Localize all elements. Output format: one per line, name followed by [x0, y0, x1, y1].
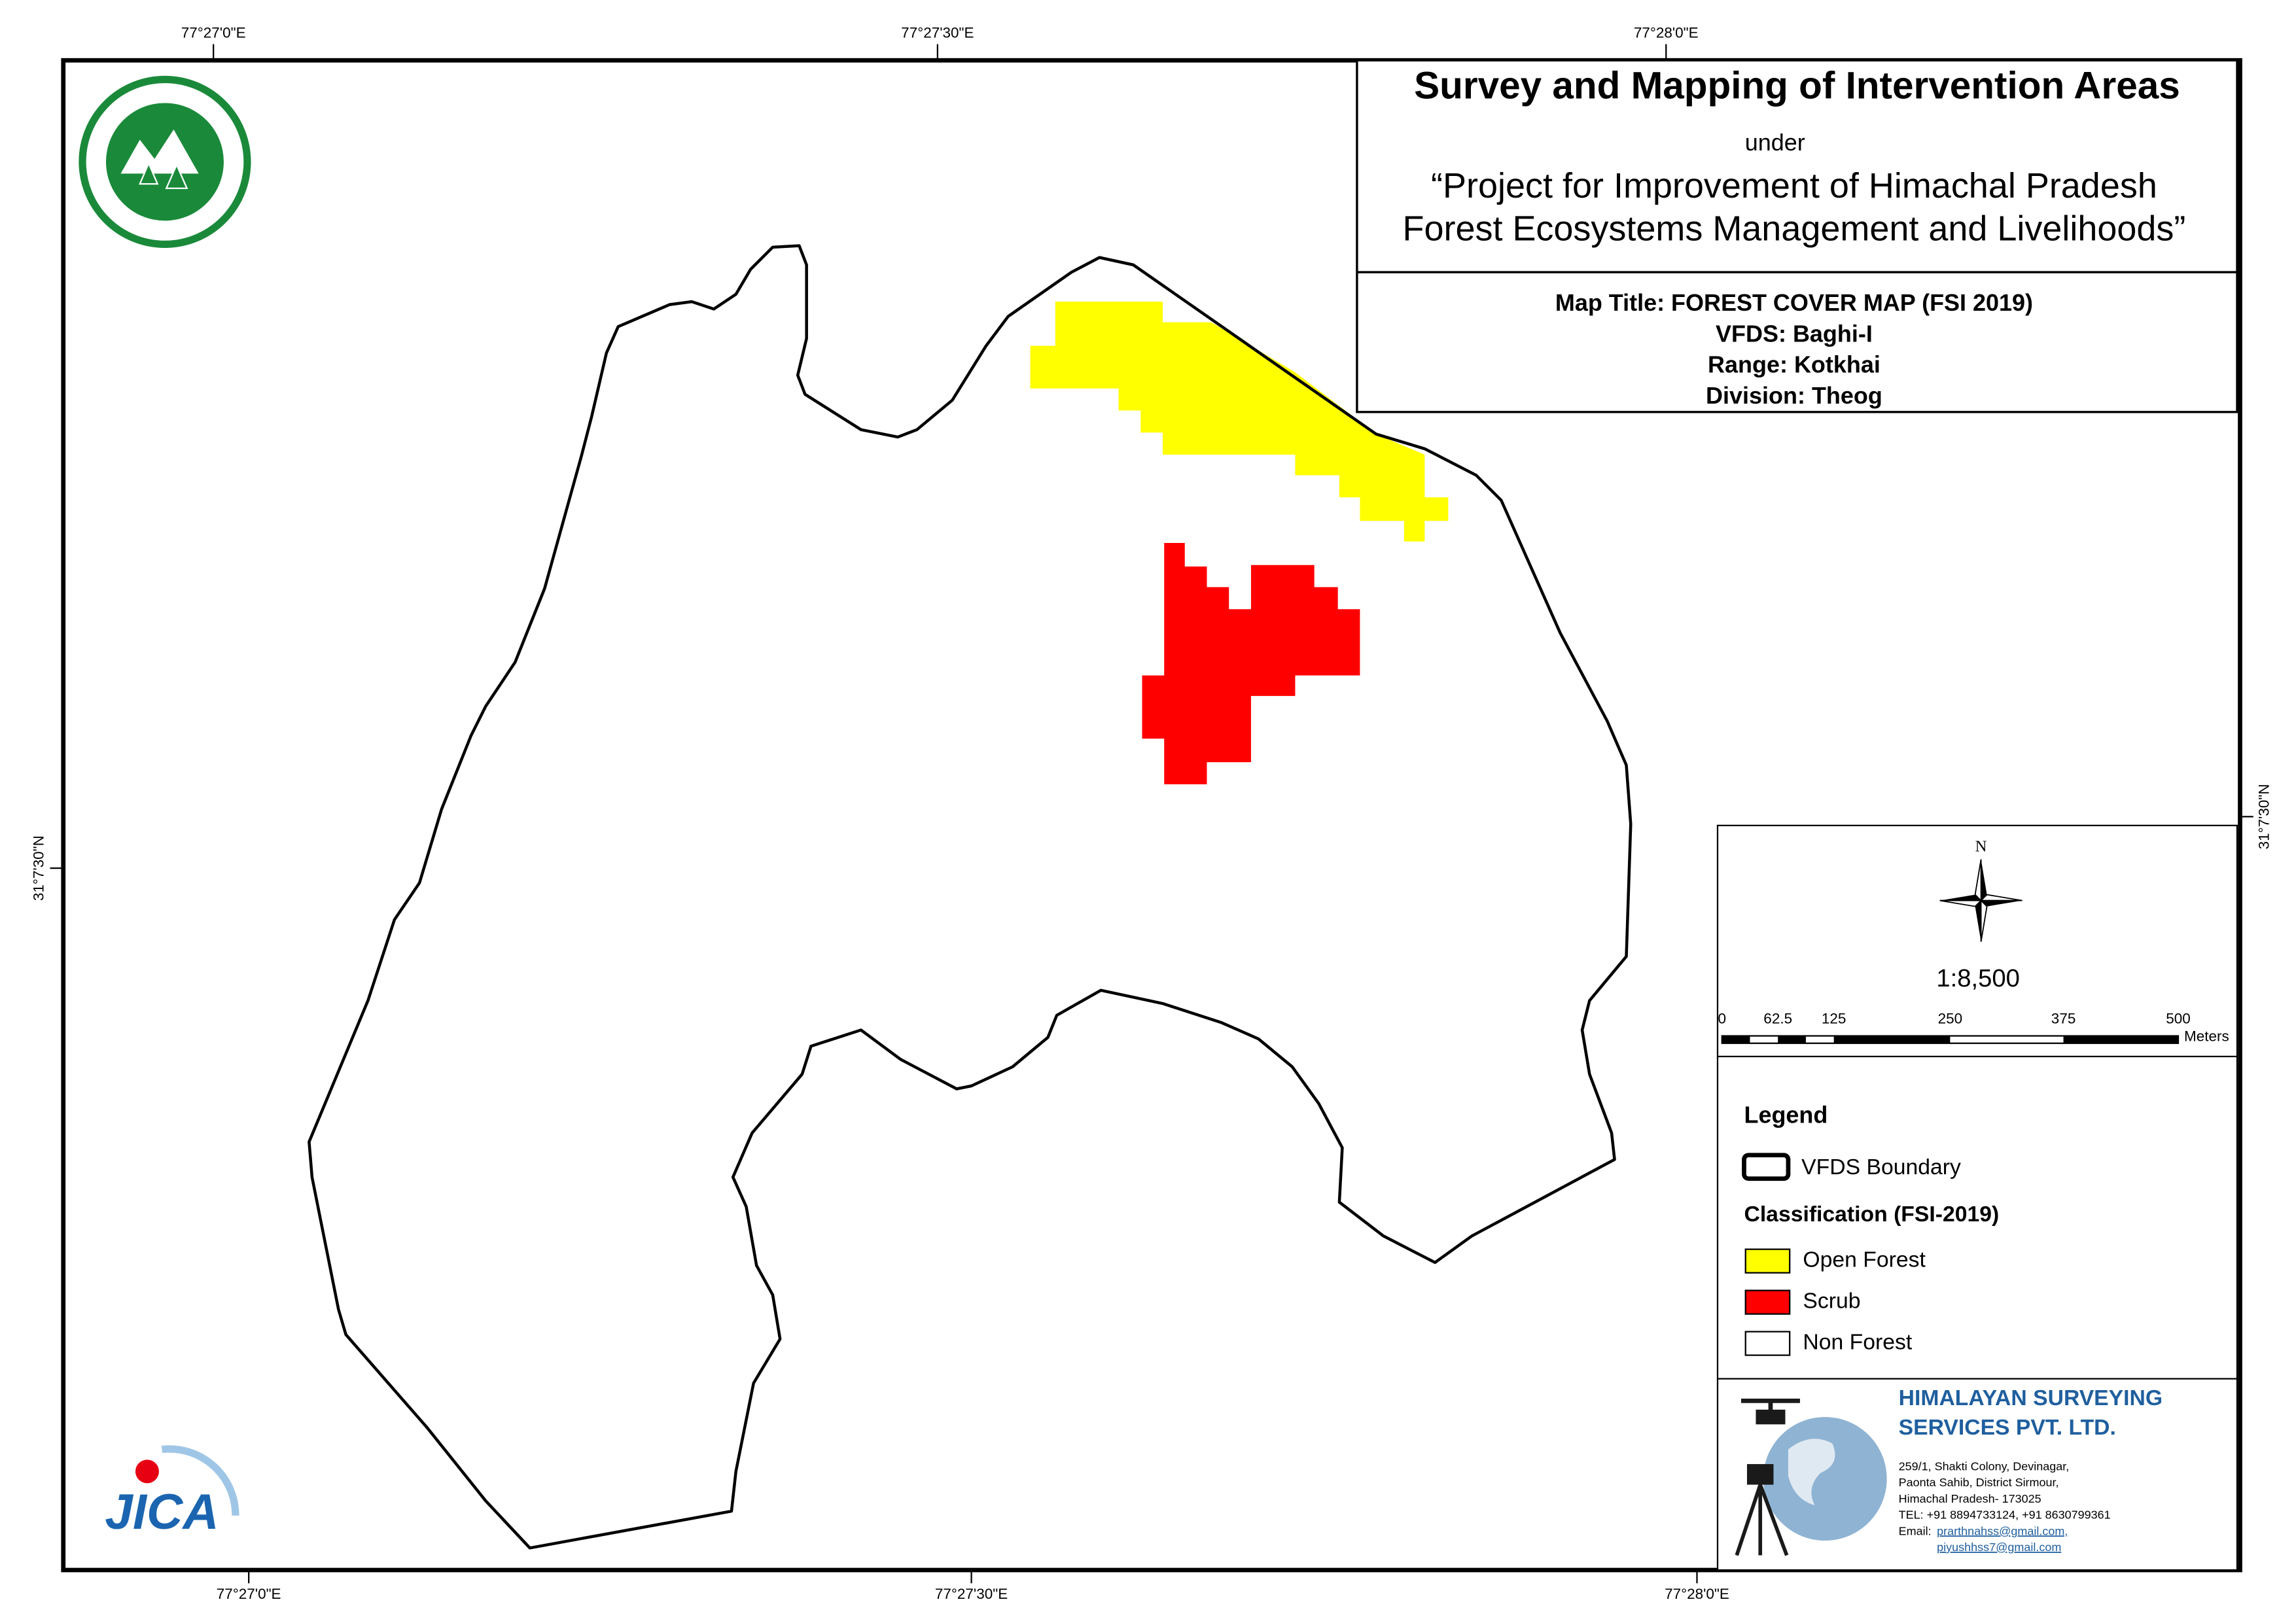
- graticule-label: 77°27'30"E: [935, 1586, 1008, 1602]
- map-info: VFDS: Baghi-I: [1716, 320, 1873, 347]
- north-label: N: [1975, 837, 1987, 855]
- jica-text: JICA: [105, 1484, 219, 1540]
- map-info: Division: Theog: [1706, 382, 1882, 409]
- project-line: Forest Ecosystems Management and Livelih…: [1403, 209, 2186, 248]
- scrub-area: [1142, 542, 1360, 784]
- graticule-label: 77°28'0"E: [1665, 1586, 1729, 1602]
- scale-bar-segment: [2063, 1036, 2179, 1043]
- scale-ratio: 1:8,500: [1936, 964, 2020, 992]
- scale-bar-label: 500: [2166, 1011, 2191, 1027]
- legend-swatch: [1744, 1289, 1791, 1315]
- title: Survey and Mapping of Intervention Areas: [1414, 64, 2180, 107]
- forest-dept-logo: [79, 75, 251, 249]
- scale-bar-segment: [1722, 1036, 1750, 1043]
- email[interactable]: piyushhss7@gmail.com: [1937, 1541, 2061, 1554]
- graticule-label: 77°27'0"E: [181, 25, 246, 41]
- scale-bar-label: 375: [2051, 1011, 2076, 1027]
- scale-bar-segment: [1833, 1036, 1951, 1043]
- email-label: Email:: [1899, 1524, 1932, 1537]
- legend-label: Open Forest: [1803, 1248, 1926, 1272]
- legend-subtitle: Classification (FSI-2019): [1744, 1202, 1999, 1227]
- email[interactable]: prarthnahss@gmail.com,: [1937, 1524, 2068, 1537]
- open-forest-area: [1030, 302, 1449, 542]
- legend-title: Legend: [1744, 1102, 1828, 1128]
- jica-logo: JICA: [105, 1445, 239, 1540]
- graticule-ticks: [50, 44, 2253, 1584]
- company-name: SERVICES PVT. LTD.: [1899, 1415, 2116, 1440]
- legend-label: VFDS Boundary: [1801, 1155, 1961, 1179]
- graticule-label: 77°27'0"E: [217, 1586, 281, 1602]
- scale-bar-unit: Meters: [2184, 1028, 2229, 1045]
- company-address: 259/1, Shakti Colony, Devinagar,: [1899, 1459, 2070, 1473]
- subtitle: under: [1745, 129, 1805, 156]
- company-name: HIMALAYAN SURVEYING: [1899, 1386, 2163, 1410]
- company-address: Paonta Sahib, District Sirmour,: [1899, 1476, 2059, 1489]
- legend-swatch: [1744, 1331, 1791, 1356]
- legend-label: Non Forest: [1803, 1330, 1912, 1355]
- scale-bar-segment: [1778, 1036, 1806, 1043]
- graticule-label: 31°7'30"N: [2256, 784, 2272, 849]
- legend-swatch: [1742, 1153, 1791, 1181]
- company-address: Himachal Pradesh- 173025: [1899, 1492, 2041, 1505]
- legend-swatch: [1744, 1248, 1791, 1274]
- graticule-label: 77°27'30"E: [901, 25, 974, 41]
- company-logo: [1735, 1398, 1887, 1556]
- company-phone: TEL: +91 8894733124, +91 8630799361: [1899, 1509, 2111, 1522]
- legend-classes: Open Forest Scrub Non Forest: [1744, 1248, 1926, 1356]
- vfds-boundary: [308, 244, 1633, 1550]
- title-box: [1356, 59, 2238, 413]
- legend-label: Scrub: [1803, 1289, 1860, 1314]
- north-arrow: [1939, 859, 2022, 942]
- project-line: “Project for Improvement of Himachal Pra…: [1431, 166, 2157, 205]
- graticule-label: 77°28'0"E: [1634, 25, 1699, 41]
- scale-bar-label: 250: [1938, 1011, 1963, 1027]
- scale-bar-label: 125: [1822, 1011, 1846, 1027]
- graticule-label: 31°7'30"N: [31, 835, 47, 901]
- map-info: Map Title: FOREST COVER MAP (FSI 2019): [1555, 289, 2033, 316]
- map-frame: [61, 58, 2242, 1573]
- scale-bar-label: 62.5: [1763, 1011, 1792, 1027]
- map-info: Range: Kotkhai: [1708, 351, 1881, 378]
- scale-bar-label: 0: [1718, 1011, 1726, 1027]
